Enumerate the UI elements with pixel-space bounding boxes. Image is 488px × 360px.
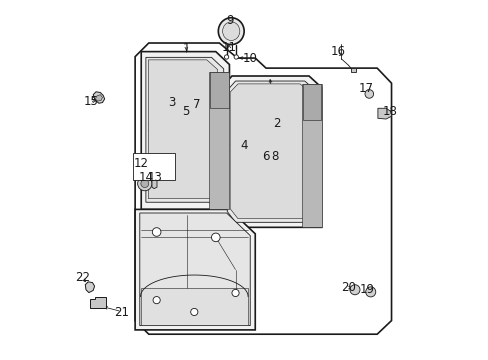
Text: 5: 5 [182,105,189,118]
Circle shape [190,309,198,316]
Circle shape [231,289,239,297]
Text: 9: 9 [226,14,233,27]
Polygon shape [148,60,217,199]
Text: 20: 20 [340,281,355,294]
Circle shape [153,297,160,304]
Polygon shape [145,57,223,202]
Polygon shape [210,72,228,108]
Text: 4: 4 [240,139,248,152]
Polygon shape [95,95,102,101]
Polygon shape [85,282,94,293]
Ellipse shape [218,18,244,45]
Circle shape [211,233,220,242]
Text: 12: 12 [133,157,148,170]
Text: 13: 13 [147,171,162,184]
Polygon shape [350,68,355,72]
Polygon shape [141,51,229,210]
Polygon shape [303,84,320,120]
Circle shape [349,285,359,295]
Text: 1: 1 [183,41,190,54]
Text: 15: 15 [83,95,98,108]
Polygon shape [152,179,157,189]
Text: 21: 21 [114,306,129,319]
Text: 8: 8 [271,150,278,163]
Polygon shape [140,288,247,325]
Circle shape [364,90,373,98]
Polygon shape [90,297,106,308]
Text: 22: 22 [75,271,90,284]
Polygon shape [377,108,391,119]
Polygon shape [140,213,250,325]
Circle shape [365,287,375,297]
Polygon shape [135,43,391,334]
Polygon shape [301,84,321,227]
Text: 16: 16 [330,45,345,58]
Circle shape [137,176,152,191]
Circle shape [224,55,228,59]
Text: 17: 17 [358,82,372,95]
Circle shape [141,180,148,188]
Polygon shape [223,76,321,227]
Text: 6: 6 [262,150,269,163]
Polygon shape [227,81,316,222]
Text: 14: 14 [138,171,153,184]
Text: 19: 19 [359,283,374,296]
Ellipse shape [222,22,239,41]
Text: 2: 2 [272,117,280,130]
Polygon shape [208,72,229,210]
Text: 7: 7 [193,98,201,111]
Polygon shape [135,210,255,330]
Text: 18: 18 [382,105,396,118]
FancyBboxPatch shape [133,153,174,180]
Circle shape [234,55,238,59]
Polygon shape [230,84,310,219]
Text: 11: 11 [222,41,237,54]
Text: 3: 3 [168,96,175,109]
Polygon shape [93,92,104,103]
Text: 10: 10 [242,51,257,64]
Circle shape [152,228,161,236]
